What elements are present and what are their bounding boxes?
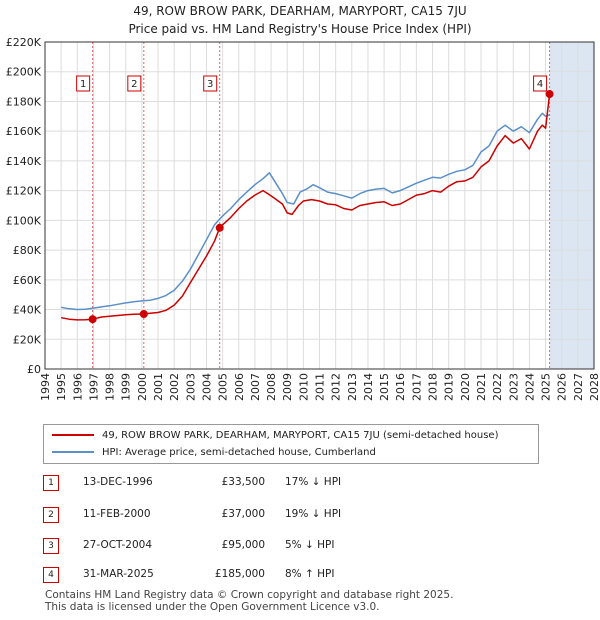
y-tick-label: £140K — [6, 155, 42, 168]
sale-label-box — [203, 75, 218, 92]
x-tick-label: 2015 — [378, 373, 391, 401]
property-price-line — [60, 93, 551, 321]
y-tick-label: £20K — [13, 333, 42, 346]
y-tick-label: £200K — [6, 66, 42, 79]
footer-line-2: This data is licensed under the Open Gov… — [45, 601, 380, 613]
x-tick-label: 1994 — [39, 373, 52, 401]
x-tick-label: 2005 — [217, 373, 230, 401]
footer: Contains HM Land Registry data © Crown c… — [45, 589, 453, 613]
x-tick-label: 2014 — [362, 373, 375, 401]
x-tick-label: 2016 — [394, 373, 407, 401]
sale-point — [88, 315, 97, 324]
y-tick-label: £160K — [6, 125, 42, 138]
y-tick-label: £120K — [6, 185, 42, 198]
x-tick-label: 2027 — [572, 373, 585, 401]
y-tick-label: £180K — [6, 95, 42, 108]
y-tick-label: £40K — [13, 304, 42, 317]
y-tick-label: £100K — [6, 214, 42, 227]
transaction-price: £95,000 — [221, 539, 265, 551]
x-tick-label: 2024 — [523, 373, 536, 401]
transaction-price: £185,000 — [214, 568, 265, 580]
x-tick-label: 2026 — [556, 373, 569, 401]
sale-label: 4 — [537, 79, 543, 90]
hpi-line — [60, 112, 550, 311]
x-tick-label: 1999 — [120, 373, 133, 401]
legend-swatch-hpi — [52, 451, 94, 453]
x-tick-label: 2004 — [200, 373, 213, 401]
y-tick-label: £60K — [13, 274, 42, 287]
sale-label: 1 — [80, 79, 86, 90]
transaction-number: 2 — [43, 507, 59, 523]
x-tick-label: 2001 — [152, 373, 165, 401]
chart-subtitle: Price paid vs. HM Land Registry's House … — [128, 22, 472, 36]
x-tick-label: 2020 — [459, 373, 472, 401]
legend-label-hpi: HPI: Average price, semi-detached house,… — [102, 447, 376, 458]
x-tick-label: 2019 — [443, 373, 456, 401]
transaction-hpi: 19% ↓ HPI — [285, 508, 342, 520]
x-tick-label: 2007 — [249, 373, 262, 401]
x-tick-label: 1998 — [104, 373, 117, 401]
sale-label-box — [76, 75, 91, 92]
x-tick-label: 1996 — [71, 373, 84, 401]
x-tick-label: 2008 — [265, 373, 278, 401]
transaction-number: 1 — [43, 475, 59, 491]
x-tick-label: 2013 — [346, 373, 359, 401]
x-tick-label: 2021 — [475, 373, 488, 401]
y-tick-label: £80K — [13, 244, 42, 257]
x-tick-label: 2028 — [588, 373, 600, 401]
transaction-date: 13-DEC-1996 — [83, 476, 153, 488]
x-tick-label: 2017 — [410, 373, 423, 401]
legend-item-property: 49, ROW BROW PARK, DEARHAM, MARYPORT, CA… — [52, 428, 498, 444]
x-tick-label: 2022 — [491, 373, 504, 401]
transaction-hpi: 17% ↓ HPI — [285, 476, 342, 488]
legend: 49, ROW BROW PARK, DEARHAM, MARYPORT, CA… — [43, 424, 539, 464]
x-tick-label: 2006 — [233, 373, 246, 401]
transaction-price: £37,000 — [221, 508, 265, 520]
x-tick-label: 2009 — [281, 373, 294, 401]
transaction-hpi: 5% ↓ HPI — [285, 539, 335, 551]
sale-label-box — [533, 75, 548, 92]
transaction-date: 27-OCT-2004 — [83, 539, 152, 551]
x-tick-label: 2000 — [136, 373, 149, 401]
x-tick-label: 2002 — [168, 373, 181, 401]
transaction-hpi: 8% ↑ HPI — [285, 568, 335, 580]
future-shade — [549, 42, 594, 369]
x-tick-label: 2010 — [297, 373, 310, 401]
y-tick-label: £0 — [27, 363, 41, 376]
transaction-number: 3 — [43, 538, 59, 554]
sale-label: 2 — [131, 79, 137, 90]
x-tick-label: 2023 — [507, 373, 520, 401]
x-tick-label: 1997 — [87, 373, 100, 401]
legend-label-property: 49, ROW BROW PARK, DEARHAM, MARYPORT, CA… — [102, 430, 499, 441]
sale-point — [215, 223, 224, 232]
x-tick-label: 2025 — [540, 373, 553, 401]
transaction-date: 11-FEB-2000 — [83, 508, 151, 520]
legend-swatch-property — [52, 434, 94, 436]
plot-border — [44, 41, 595, 370]
y-tick-label: £220K — [6, 36, 42, 49]
sale-point — [139, 310, 148, 319]
sale-label-box — [127, 75, 142, 92]
sale-point — [545, 90, 554, 99]
transaction-number: 4 — [43, 567, 59, 583]
x-tick-label: 1995 — [55, 373, 68, 401]
sale-label: 3 — [207, 79, 213, 90]
transaction-date: 31-MAR-2025 — [83, 568, 154, 580]
x-tick-label: 2011 — [314, 373, 327, 401]
price-chart: £0 £20K £40K £60K £80K £100K £120K £140K £160K £1… — [6, 36, 600, 401]
x-tick-label: 2012 — [330, 373, 343, 401]
x-tick-label: 2018 — [427, 373, 440, 401]
transaction-price: £33,500 — [221, 476, 265, 488]
footer-line-1: Contains HM Land Registry data © Crown c… — [45, 589, 454, 601]
legend-item-hpi: HPI: Average price, semi-detached house,… — [52, 445, 376, 461]
chart-title: 49, ROW BROW PARK, DEARHAM, MARYPORT, CA… — [133, 4, 467, 18]
x-tick-label: 2003 — [184, 373, 197, 401]
